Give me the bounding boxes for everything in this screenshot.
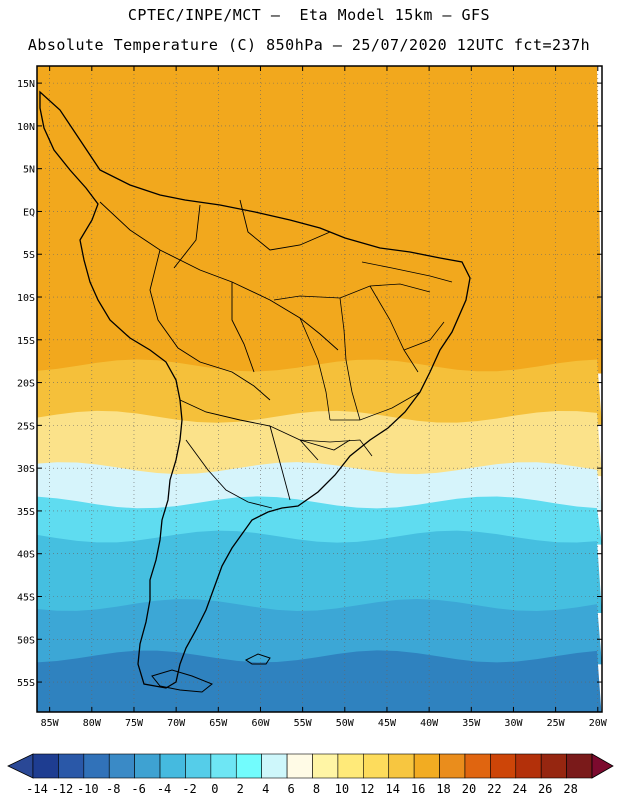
lon-tick-label: 60W (251, 718, 270, 729)
lon-tick-label: 75W (125, 718, 144, 729)
colorbar-label: -4 (157, 782, 171, 796)
temperature-band (37, 359, 602, 425)
colorbar-label: 0 (211, 782, 218, 796)
axis-ticks: 15N 10N 5N EQ 5S 10S 15S 20S 25S 30S 35S 40S 45S 50S 5… (17, 66, 608, 729)
lon-tick-label: 55W (294, 718, 313, 729)
colorbar-label: 6 (287, 782, 294, 796)
temperature-band (37, 462, 602, 511)
country-borders (99, 199, 351, 509)
south-america-outline (39, 90, 471, 689)
lat-tick-label: 20S (17, 379, 35, 390)
map-subtitle: Absolute Temperature (C) 850hPa – 25/07/… (27, 36, 591, 54)
temperature-band (37, 650, 602, 712)
lon-tick-label: 45W (378, 718, 397, 729)
lon-tick-label: 70W (167, 718, 186, 729)
map-frame (36, 65, 603, 713)
colorbar-label: -8 (106, 782, 120, 796)
lon-tick-label: 25W (547, 718, 566, 729)
colorbar-low-arrow (7, 753, 34, 779)
colorbar-swatch (83, 753, 110, 779)
lat-tick-label: 55S (17, 678, 35, 689)
colorbar-swatch (515, 753, 542, 779)
lon-tick-label: 20W (589, 718, 608, 729)
colorbar-label: -2 (182, 782, 196, 796)
colorbar-label: 2 (237, 782, 244, 796)
lat-tick-label: 40S (17, 550, 35, 561)
colorbar-swatch (312, 753, 339, 779)
colorbar-label: 24 (513, 782, 527, 796)
tierra-del-fuego (151, 669, 213, 693)
lat-tick-label: EQ (23, 207, 35, 218)
colorbar-label: 14 (386, 782, 400, 796)
colorbar-label: 26 (538, 782, 552, 796)
temperature-band (37, 410, 602, 477)
colorbar-swatch (108, 753, 135, 779)
colorbar-swatch (363, 753, 390, 779)
colorbar-label: 12 (360, 782, 374, 796)
colorbar-swatch (286, 753, 313, 779)
lon-tick-label: 80W (83, 718, 102, 729)
falkland-islands (245, 653, 271, 665)
colorbar-swatch (58, 753, 85, 779)
lat-tick-label: 15S (17, 336, 35, 347)
colorbar-swatch (32, 753, 59, 779)
colorbar-swatch (413, 753, 440, 779)
colorbar-swatch (185, 753, 212, 779)
colorbar: -14 -12 -10 -8 -6 -4 -2 0 2 4 6 8 10 12 14 16 18 20 22 24 26… (7, 753, 614, 796)
colorbar-swatch (210, 753, 237, 779)
colorbar-swatch (261, 753, 288, 779)
lon-tick-label: 35W (462, 718, 481, 729)
lat-tick-label: 15N (17, 79, 35, 90)
colorbar-label: -6 (131, 782, 145, 796)
colorbar-label: 16 (411, 782, 425, 796)
colorbar-label: 10 (335, 782, 349, 796)
lat-tick-label: 45S (17, 592, 35, 603)
state-borders (273, 261, 453, 457)
lat-tick-label: 10N (17, 122, 35, 133)
lon-tick-label: 30W (504, 718, 523, 729)
lon-tick-label: 85W (41, 718, 60, 729)
colorbar-high-arrow (591, 753, 614, 779)
lat-tick-label: 5S (23, 250, 35, 261)
lat-tick-label: 10S (17, 293, 35, 304)
map-title: CPTEC/INPE/MCT – Eta Model 15km – GFS (127, 6, 491, 24)
colorbar-swatch (490, 753, 517, 779)
colorbar-swatch (388, 753, 415, 779)
colorbar-label: 22 (487, 782, 501, 796)
temperature-band (37, 599, 602, 665)
colorbar-swatch (439, 753, 466, 779)
colorbar-swatch (134, 753, 161, 779)
temperature-band (37, 530, 602, 614)
temperature-field (37, 66, 602, 712)
lon-tick-label: 50W (336, 718, 355, 729)
temperature-band (37, 66, 602, 374)
colorbar-swatch (540, 753, 567, 779)
colorbar-swatch (235, 753, 262, 779)
colorbar-label: -10 (77, 782, 99, 796)
colorbar-swatch (464, 753, 491, 779)
lon-tick-label: 40W (420, 718, 439, 729)
lon-tick-label: 65W (209, 718, 228, 729)
colorbar-label: 28 (563, 782, 577, 796)
colorbar-swatch (566, 753, 593, 779)
coastlines (39, 90, 471, 693)
colorbar-label: -14 (26, 782, 48, 796)
colorbar-swatch (159, 753, 186, 779)
colorbar-label: 18 (436, 782, 450, 796)
lat-tick-label: 30S (17, 464, 35, 475)
lat-tick-label: 35S (17, 507, 35, 518)
lat-tick-label: 50S (17, 635, 35, 646)
lat-tick-label: 5N (23, 165, 35, 176)
colorbar-label: 8 (313, 782, 320, 796)
colorbar-label: -12 (52, 782, 74, 796)
lat-tick-label: 25S (17, 421, 35, 432)
colorbar-label: 4 (262, 782, 269, 796)
colorbar-swatch (337, 753, 364, 779)
colorbar-label: 20 (462, 782, 476, 796)
